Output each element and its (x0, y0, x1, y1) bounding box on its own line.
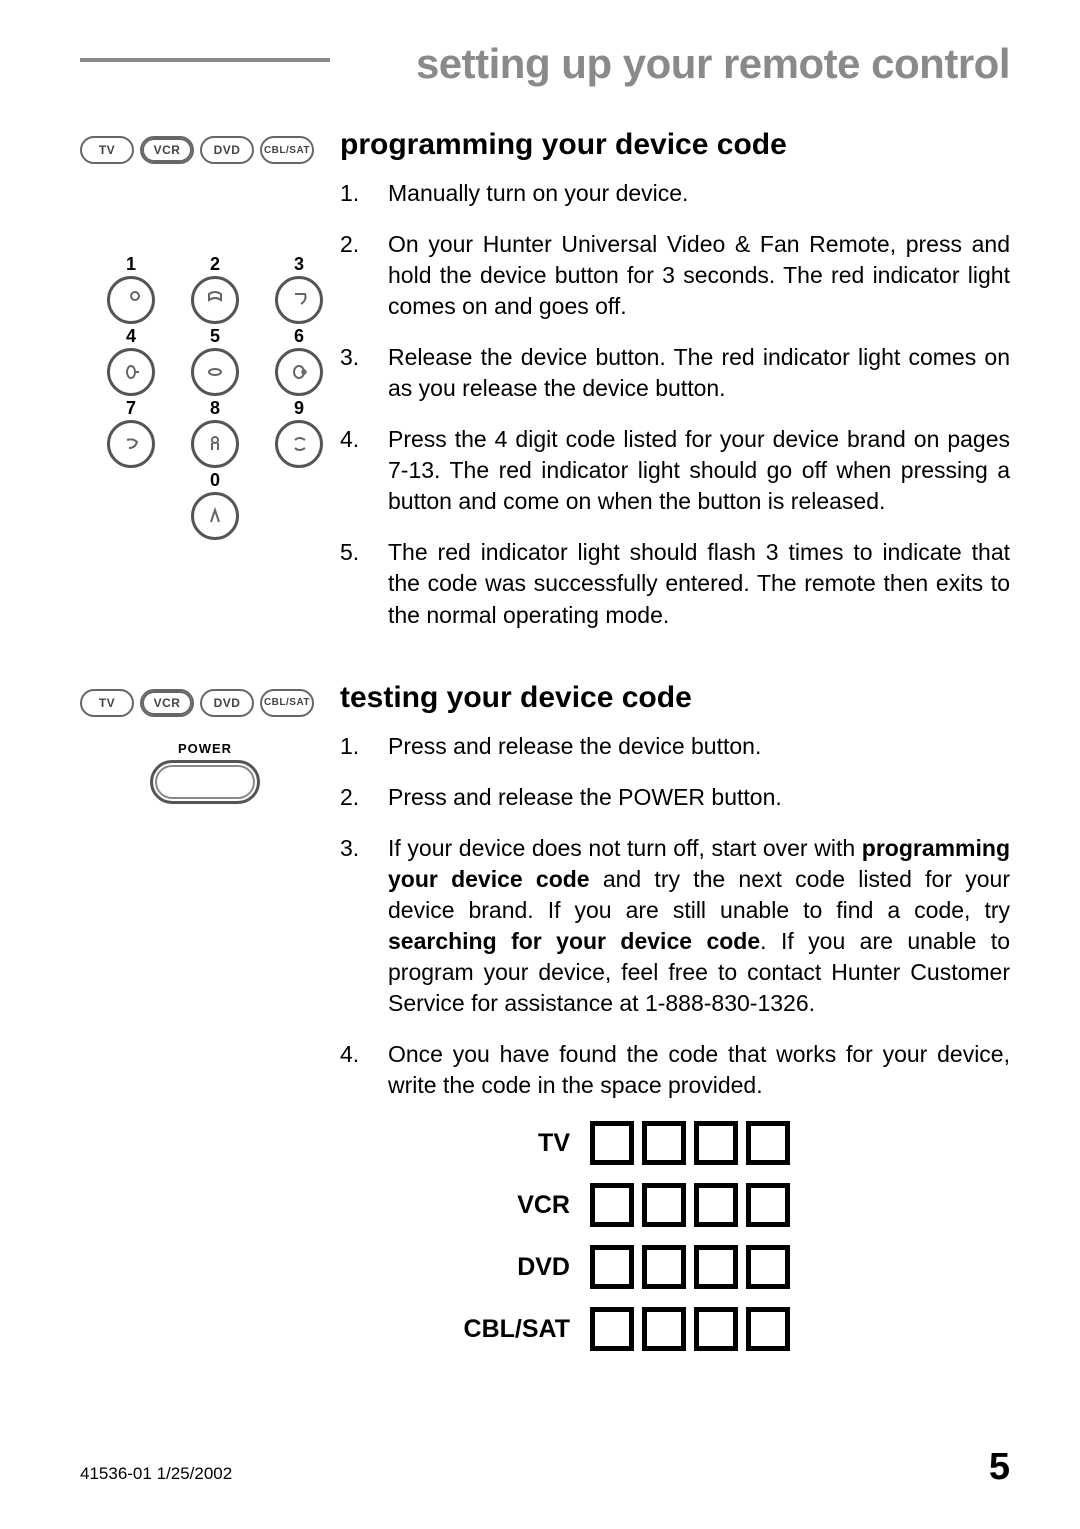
keypad-label-6: 6 (294, 326, 304, 346)
keypad-label-9: 9 (294, 398, 304, 418)
step3-text: If your device does not turn off, start … (388, 835, 862, 861)
keypad-label-3: 3 (294, 254, 304, 274)
keypad-label-4: 4 (126, 326, 136, 346)
section-2-step: Press and release the device button. (340, 731, 1010, 762)
code-label-vcr: VCR (420, 1191, 570, 1220)
code-box[interactable] (642, 1183, 686, 1227)
cblsat-button: CBL/SAT (260, 689, 314, 717)
power-button (150, 760, 260, 804)
code-label-cblsat: CBL/SAT (420, 1315, 570, 1344)
power-label: POWER (80, 741, 330, 756)
keypad-label-8: 8 (210, 398, 220, 418)
numeric-keypad: 1 2 3 4 5 6 7 8 9 0 (90, 254, 340, 540)
keypad-key-4 (107, 348, 155, 396)
keypad-label-7: 7 (126, 398, 136, 418)
keypad-key-0 (191, 492, 239, 540)
cblsat-button: CBL/SAT (260, 136, 314, 164)
device-buttons-row-1: TV VCR DVD CBL/SAT (80, 136, 340, 164)
code-box[interactable] (746, 1183, 790, 1227)
code-box[interactable] (642, 1121, 686, 1165)
step3-bold: searching for your device code (388, 928, 760, 954)
section-2-step: If your device does not turn off, start … (340, 833, 1010, 1019)
code-box[interactable] (642, 1245, 686, 1289)
code-box[interactable] (694, 1183, 738, 1227)
footer-doc-info: 41536-01 1/25/2002 (80, 1464, 232, 1484)
keypad-label-1: 1 (126, 254, 136, 274)
keypad-label-2: 2 (210, 254, 220, 274)
page-title: setting up your remote control (80, 40, 1010, 88)
code-box[interactable] (694, 1121, 738, 1165)
code-box[interactable] (746, 1307, 790, 1351)
code-label-dvd: DVD (420, 1253, 570, 1282)
keypad-key-5 (191, 348, 239, 396)
section-1-step: The red indicator light should flash 3 t… (340, 537, 1010, 630)
keypad-key-8 (191, 420, 239, 468)
code-box[interactable] (746, 1121, 790, 1165)
tv-button: TV (80, 689, 134, 717)
section-1-step: On your Hunter Universal Video & Fan Rem… (340, 229, 1010, 322)
page-number: 5 (989, 1446, 1010, 1489)
code-box[interactable] (590, 1121, 634, 1165)
dvd-button: DVD (200, 689, 254, 717)
device-buttons-row-2: TV VCR DVD CBL/SAT (80, 689, 340, 717)
vcr-button: VCR (140, 689, 194, 717)
code-box[interactable] (590, 1245, 634, 1289)
keypad-key-3 (275, 276, 323, 324)
code-box[interactable] (746, 1245, 790, 1289)
code-box[interactable] (590, 1307, 634, 1351)
section-2-step: Press and release the POWER button. (340, 782, 1010, 813)
keypad-label-0: 0 (210, 470, 220, 490)
code-box[interactable] (694, 1307, 738, 1351)
keypad-key-1 (107, 276, 155, 324)
header-rule (80, 58, 330, 62)
keypad-label-5: 5 (210, 326, 220, 346)
keypad-key-7 (107, 420, 155, 468)
section-1-step: Release the device button. The red indic… (340, 342, 1010, 404)
keypad-key-6 (275, 348, 323, 396)
vcr-button: VCR (140, 136, 194, 164)
section-2-heading: testing your device code (340, 681, 1010, 715)
dvd-button: DVD (200, 136, 254, 164)
keypad-key-9 (275, 420, 323, 468)
keypad-key-2 (191, 276, 239, 324)
tv-button: TV (80, 136, 134, 164)
section-1-heading: programming your device code (340, 128, 1010, 162)
section-1-step: Press the 4 digit code listed for your d… (340, 424, 1010, 517)
code-entry-table: TV VCR (420, 1121, 1010, 1351)
code-label-tv: TV (420, 1129, 570, 1158)
code-box[interactable] (642, 1307, 686, 1351)
section-2-step: Once you have found the code that works … (340, 1039, 1010, 1101)
section-1-step: Manually turn on your device. (340, 178, 1010, 209)
code-box[interactable] (590, 1183, 634, 1227)
code-box[interactable] (694, 1245, 738, 1289)
